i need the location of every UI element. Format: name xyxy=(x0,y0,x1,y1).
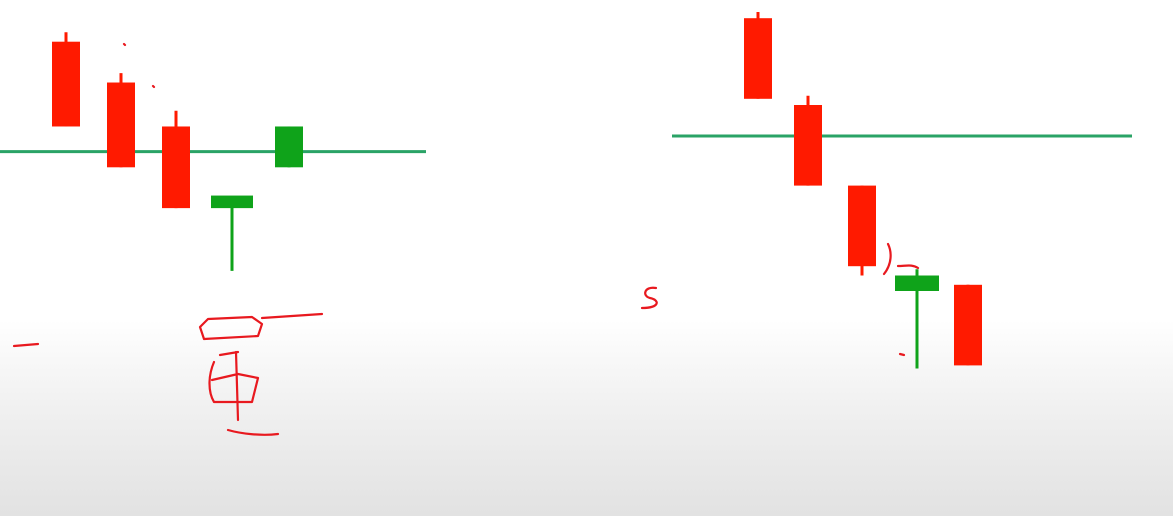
annotation-underline xyxy=(226,428,280,436)
candle-body xyxy=(744,18,772,99)
candle-2 xyxy=(107,73,135,168)
annotation-curl xyxy=(882,242,920,276)
candle-body xyxy=(107,82,135,168)
candle-body xyxy=(794,105,822,186)
candle-body xyxy=(211,195,253,209)
candle-body xyxy=(52,41,80,127)
annotation-dash-left xyxy=(12,342,40,348)
candle-3 xyxy=(162,110,190,209)
candle-4 xyxy=(211,195,253,271)
left-chart-panel xyxy=(0,32,426,271)
candle-1 xyxy=(52,32,80,127)
annotation-tick-mark xyxy=(898,352,906,357)
candle-2 xyxy=(794,95,822,186)
candle-body xyxy=(848,185,876,267)
candle-1 xyxy=(744,12,772,99)
candle-3 xyxy=(848,185,876,276)
annotation-dots-top xyxy=(122,42,156,89)
hand-drawn-annotations xyxy=(12,42,920,436)
right-chart-panel xyxy=(672,12,1132,369)
candle-5 xyxy=(954,284,982,366)
candle-body xyxy=(895,275,939,291)
candle-body xyxy=(954,284,982,366)
candle-body xyxy=(162,126,190,209)
candle-body xyxy=(275,126,303,168)
candle-5 xyxy=(275,126,303,168)
annotation-s-mark xyxy=(640,286,658,310)
annotation-dash-green-bottom xyxy=(260,312,324,320)
annotation-box-around-doji xyxy=(198,315,264,341)
candle-4 xyxy=(895,269,939,369)
annotation-scribble-below xyxy=(208,350,260,422)
